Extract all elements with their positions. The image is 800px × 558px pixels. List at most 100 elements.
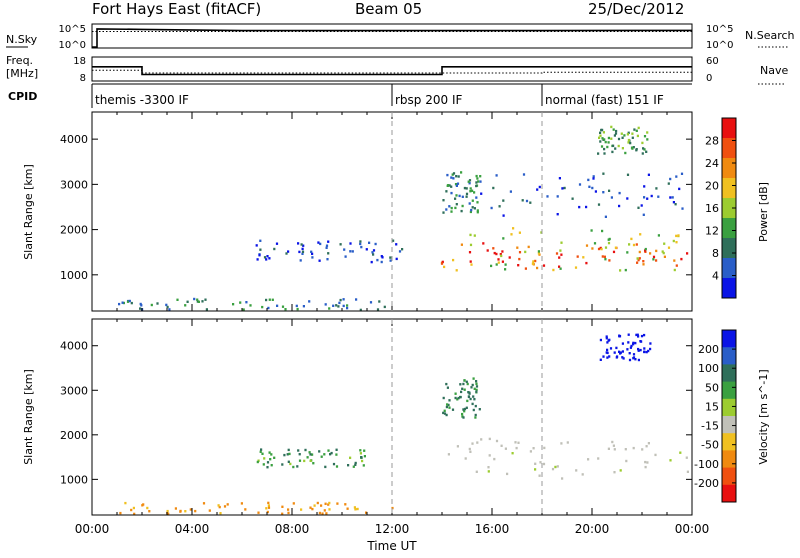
heatmap-cell (615, 356, 618, 359)
heatmap-cell (630, 344, 633, 348)
x-tick-label: 00:00 (75, 522, 110, 536)
heatmap-cell (490, 264, 493, 268)
heatmap-cell (611, 440, 614, 444)
heatmap-cell (522, 173, 526, 176)
heatmap-cell (613, 448, 616, 451)
power-colorbar-label: Power [dB] (757, 182, 770, 242)
x-tick-label: 08:00 (275, 522, 310, 536)
heatmap-cell (502, 237, 505, 240)
heatmap-cell (644, 460, 647, 464)
nsearch-tick-bottom: 10^0 (706, 40, 733, 51)
colorbar-tick-label: 28 (705, 135, 719, 148)
heatmap-cell (446, 386, 449, 389)
heatmap-cell (132, 506, 135, 510)
heatmap-cell (486, 249, 489, 252)
heatmap-cell (139, 307, 142, 310)
heatmap-cell (130, 301, 133, 305)
heatmap-cell (599, 131, 602, 134)
heatmap-cell (268, 257, 271, 260)
heatmap-cell (269, 458, 272, 461)
heatmap-cell (166, 509, 169, 513)
heatmap-cell (318, 511, 321, 515)
heatmap-cell (599, 140, 602, 143)
heatmap-cell (613, 134, 616, 137)
heatmap-cell (242, 308, 245, 311)
freq-tick-top: 18 (73, 56, 86, 67)
heatmap-cell (328, 508, 331, 511)
heatmap-cell (360, 245, 363, 249)
heatmap-cell (626, 133, 629, 136)
heatmap-cell (376, 308, 380, 311)
heatmap-cell (632, 243, 636, 247)
heatmap-cell (266, 461, 270, 464)
heatmap-cell (470, 386, 473, 389)
heatmap-cell (266, 510, 269, 514)
heatmap-cell (636, 257, 639, 260)
heatmap-cell (456, 398, 459, 401)
heatmap-cell (536, 188, 539, 191)
heatmap-cell (463, 388, 466, 391)
heatmap-cell (465, 195, 468, 198)
heatmap-cell (273, 456, 276, 459)
heatmap-cell (476, 211, 479, 214)
heatmap-cell (309, 453, 312, 456)
heatmap-cell (475, 184, 478, 188)
heatmap-cell (636, 261, 639, 264)
series-line-freq (92, 66, 692, 76)
heatmap-cell (474, 413, 477, 417)
heatmap-cell (281, 305, 285, 308)
heatmap-cell (468, 447, 471, 451)
heatmap-cell (475, 470, 478, 473)
heatmap-cell (468, 179, 472, 182)
cpid-segment-label: rbsp 200 IF (395, 93, 462, 107)
heatmap-cell (610, 196, 613, 199)
heatmap-cell (585, 244, 589, 247)
nsearch-label: N.Search (745, 29, 795, 42)
heatmap-cell (323, 453, 326, 456)
heatmap-cell (628, 243, 631, 246)
heatmap-cell (560, 253, 563, 256)
heatmap-cell (650, 194, 653, 198)
x-tick-label: 20:00 (575, 522, 610, 536)
heatmap-cell (463, 410, 466, 413)
heatmap-cell (330, 451, 333, 455)
heatmap-cell (286, 453, 289, 456)
heatmap-cell (644, 247, 647, 251)
heatmap-cell (297, 449, 300, 452)
heatmap-cell (647, 442, 650, 445)
heatmap-cell (642, 213, 645, 216)
heatmap-cell (606, 348, 609, 352)
heatmap-cell (457, 396, 460, 400)
heatmap-cell (309, 459, 312, 462)
colorbar-swatch (722, 118, 736, 139)
heatmap-cell (498, 205, 501, 208)
heatmap-cell (502, 214, 505, 217)
heatmap-cell (556, 465, 559, 468)
heatmap-cell (591, 247, 594, 250)
heatmap-cell (644, 250, 647, 253)
power-colorbar: 28 24 20 16 12 8 4 (705, 117, 737, 299)
heatmap-cell (663, 255, 666, 258)
heatmap-cell (395, 257, 398, 261)
heatmap-cell (646, 461, 649, 464)
series-line-nsky (92, 28, 693, 48)
colorbar-swatch (722, 484, 736, 503)
heatmap-cell (263, 256, 267, 259)
heatmap-cell (257, 459, 260, 462)
heatmap-cell (349, 242, 352, 245)
heatmap-cell (622, 357, 625, 360)
heatmap-cell (197, 300, 200, 303)
heatmap-cell (167, 512, 170, 516)
heatmap-cell (495, 174, 498, 177)
heatmap-cell (301, 252, 304, 255)
heatmap-cell (662, 251, 665, 255)
heatmap-cell (493, 457, 496, 461)
heatmap-cell (501, 250, 504, 253)
heatmap-cell (561, 477, 564, 480)
heatmap-cell (380, 260, 383, 264)
heatmap-cell (468, 251, 472, 254)
heatmap-cell (608, 189, 611, 192)
heatmap-cell (296, 465, 299, 468)
heatmap-cell (313, 504, 316, 507)
heatmap-cell (359, 308, 362, 312)
